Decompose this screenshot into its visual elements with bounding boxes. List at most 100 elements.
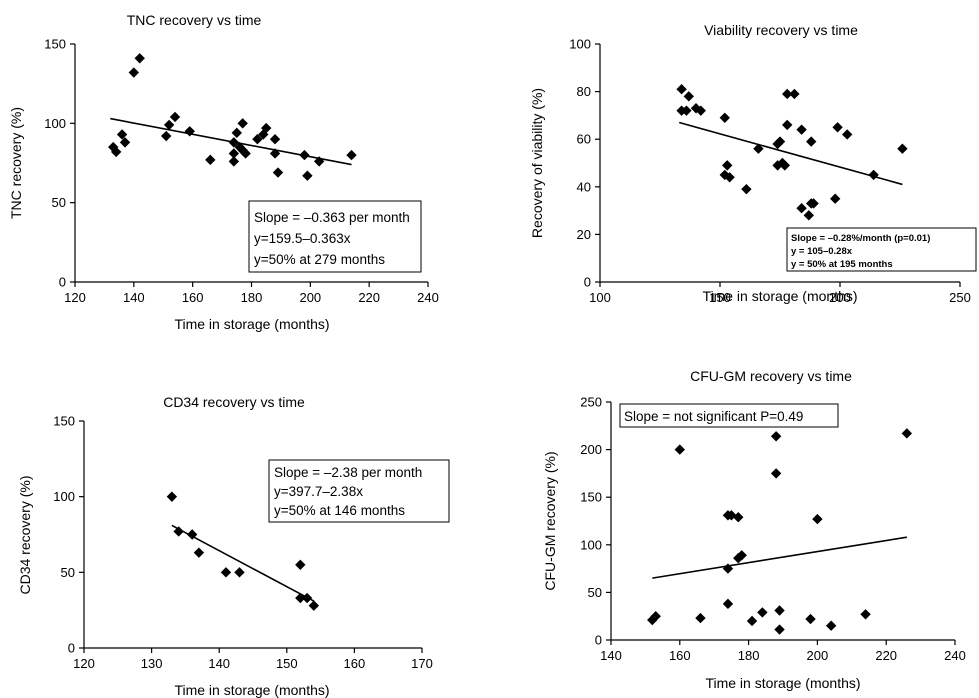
data-point xyxy=(812,513,823,525)
x-tick-label: 200 xyxy=(299,290,321,305)
x-tick-label: 180 xyxy=(241,290,263,305)
chart-title: Viability recovery vs time xyxy=(704,22,858,38)
data-point xyxy=(234,567,245,578)
data-point xyxy=(796,124,807,135)
chart-title: CFU-GM recovery vs time xyxy=(690,368,852,384)
data-point xyxy=(695,612,706,624)
data-point xyxy=(746,615,758,627)
annotation-box xyxy=(786,227,977,272)
x-tick-label: 220 xyxy=(358,290,380,305)
data-point xyxy=(868,169,879,181)
annotation-line-3: y = 50% at 195 months xyxy=(791,259,893,270)
data-point xyxy=(128,67,140,78)
y-tick-label: 20 xyxy=(577,227,591,242)
y-tick-label: 0 xyxy=(584,275,591,290)
data-point xyxy=(757,607,768,618)
data-point xyxy=(269,134,281,145)
data-point xyxy=(231,127,242,139)
trend-line xyxy=(110,117,352,166)
data-point xyxy=(119,137,131,148)
x-tick-label: 130 xyxy=(141,656,163,671)
y-tick-label: 250 xyxy=(580,395,602,410)
cd34-chart-panel: CD34 recovery vs time 120 130 140 150 160 170… xyxy=(0,340,470,698)
x-tick-label: 240 xyxy=(944,648,966,663)
data-point xyxy=(825,620,837,631)
data-point xyxy=(789,88,800,100)
y-tick-label: 40 xyxy=(577,179,591,194)
data-point xyxy=(237,118,248,129)
cfu-gm-chart-panel: CFU-GM recovery vs time 140 160 180 200 220 2… xyxy=(490,340,979,698)
x-tick-label: 250 xyxy=(949,290,971,305)
y-tick-label: 0 xyxy=(59,275,66,290)
y-axis-label: CFU-GM recovery (%) xyxy=(542,451,558,590)
data-point xyxy=(166,491,178,502)
data-point xyxy=(220,567,232,578)
data-point xyxy=(806,136,817,147)
data-point xyxy=(313,156,325,167)
y-axis-label: TNC recovery (%) xyxy=(8,107,24,219)
annotation-box xyxy=(248,200,422,273)
x-tick-label: 150 xyxy=(709,290,731,305)
data-point xyxy=(234,141,245,153)
data-point xyxy=(674,444,685,455)
annotation-line-2: y=159.5–0.363x xyxy=(254,231,351,246)
x-axis-label: Time in storage (months) xyxy=(702,288,857,304)
data-point xyxy=(160,130,172,142)
chart-title: CD34 recovery vs time xyxy=(163,394,305,410)
data-point xyxy=(676,84,687,95)
data-point xyxy=(774,624,785,635)
data-point xyxy=(205,154,216,166)
y-tick-label: 100 xyxy=(44,116,66,131)
trend-line xyxy=(171,524,315,602)
y-tick-label: 60 xyxy=(577,132,591,147)
y-tick-label: 50 xyxy=(588,585,602,600)
y-axis-label: CD34 recovery (%) xyxy=(17,475,33,594)
x-tick-label: 100 xyxy=(589,290,611,305)
y-tick-label: 150 xyxy=(580,490,602,505)
data-point xyxy=(901,428,913,439)
y-tick-label: 100 xyxy=(569,37,591,52)
y-tick-label: 200 xyxy=(580,442,602,457)
data-point xyxy=(897,143,908,154)
data-point xyxy=(193,547,205,558)
data-point xyxy=(110,146,122,158)
data-point xyxy=(774,136,786,147)
y-tick-label: 100 xyxy=(580,537,602,552)
data-point xyxy=(261,122,272,134)
y-tick-label: 150 xyxy=(53,414,75,429)
x-tick-label: 140 xyxy=(208,656,230,671)
data-point xyxy=(163,119,175,131)
data-point xyxy=(722,160,733,171)
x-tick-label: 180 xyxy=(738,648,760,663)
x-tick-label: 200 xyxy=(829,290,851,305)
data-point xyxy=(719,112,730,123)
data-point xyxy=(186,529,198,540)
data-point xyxy=(108,141,119,153)
data-point xyxy=(302,170,313,181)
data-point xyxy=(295,559,306,570)
x-tick-label: 160 xyxy=(182,290,204,305)
y-tick-label: 50 xyxy=(52,195,66,210)
y-tick-label: 0 xyxy=(595,633,602,648)
x-tick-label: 160 xyxy=(669,648,691,663)
annotation-line-1: Slope = –0.363 per month xyxy=(254,210,410,225)
data-point xyxy=(228,156,240,167)
data-point xyxy=(169,111,181,123)
data-point xyxy=(683,91,694,102)
y-tick-label: 80 xyxy=(577,84,591,99)
data-point xyxy=(258,129,269,140)
viability-chart: Viability recovery vs time 100 150 200 250 0… xyxy=(529,22,977,305)
annotation-box xyxy=(268,459,450,523)
annotation-line-1: Slope = –2.38 per month xyxy=(274,465,422,480)
y-tick-label: 50 xyxy=(61,565,75,580)
x-tick-label: 120 xyxy=(73,656,95,671)
tnc-chart-panel: TNC recovery vs time 120 140 160 180 200 220 2… xyxy=(0,0,470,340)
annotation-line-3: y=50% at 146 months xyxy=(274,503,405,518)
data-point xyxy=(240,148,251,159)
data-point xyxy=(772,160,783,171)
data-point xyxy=(830,193,841,204)
data-point xyxy=(832,122,843,133)
y-axis-label: Recovery of viability (%) xyxy=(529,88,545,238)
annotation-line-1: Slope = not significant P=0.49 xyxy=(624,409,803,424)
y-tick-label: 0 xyxy=(68,641,75,656)
